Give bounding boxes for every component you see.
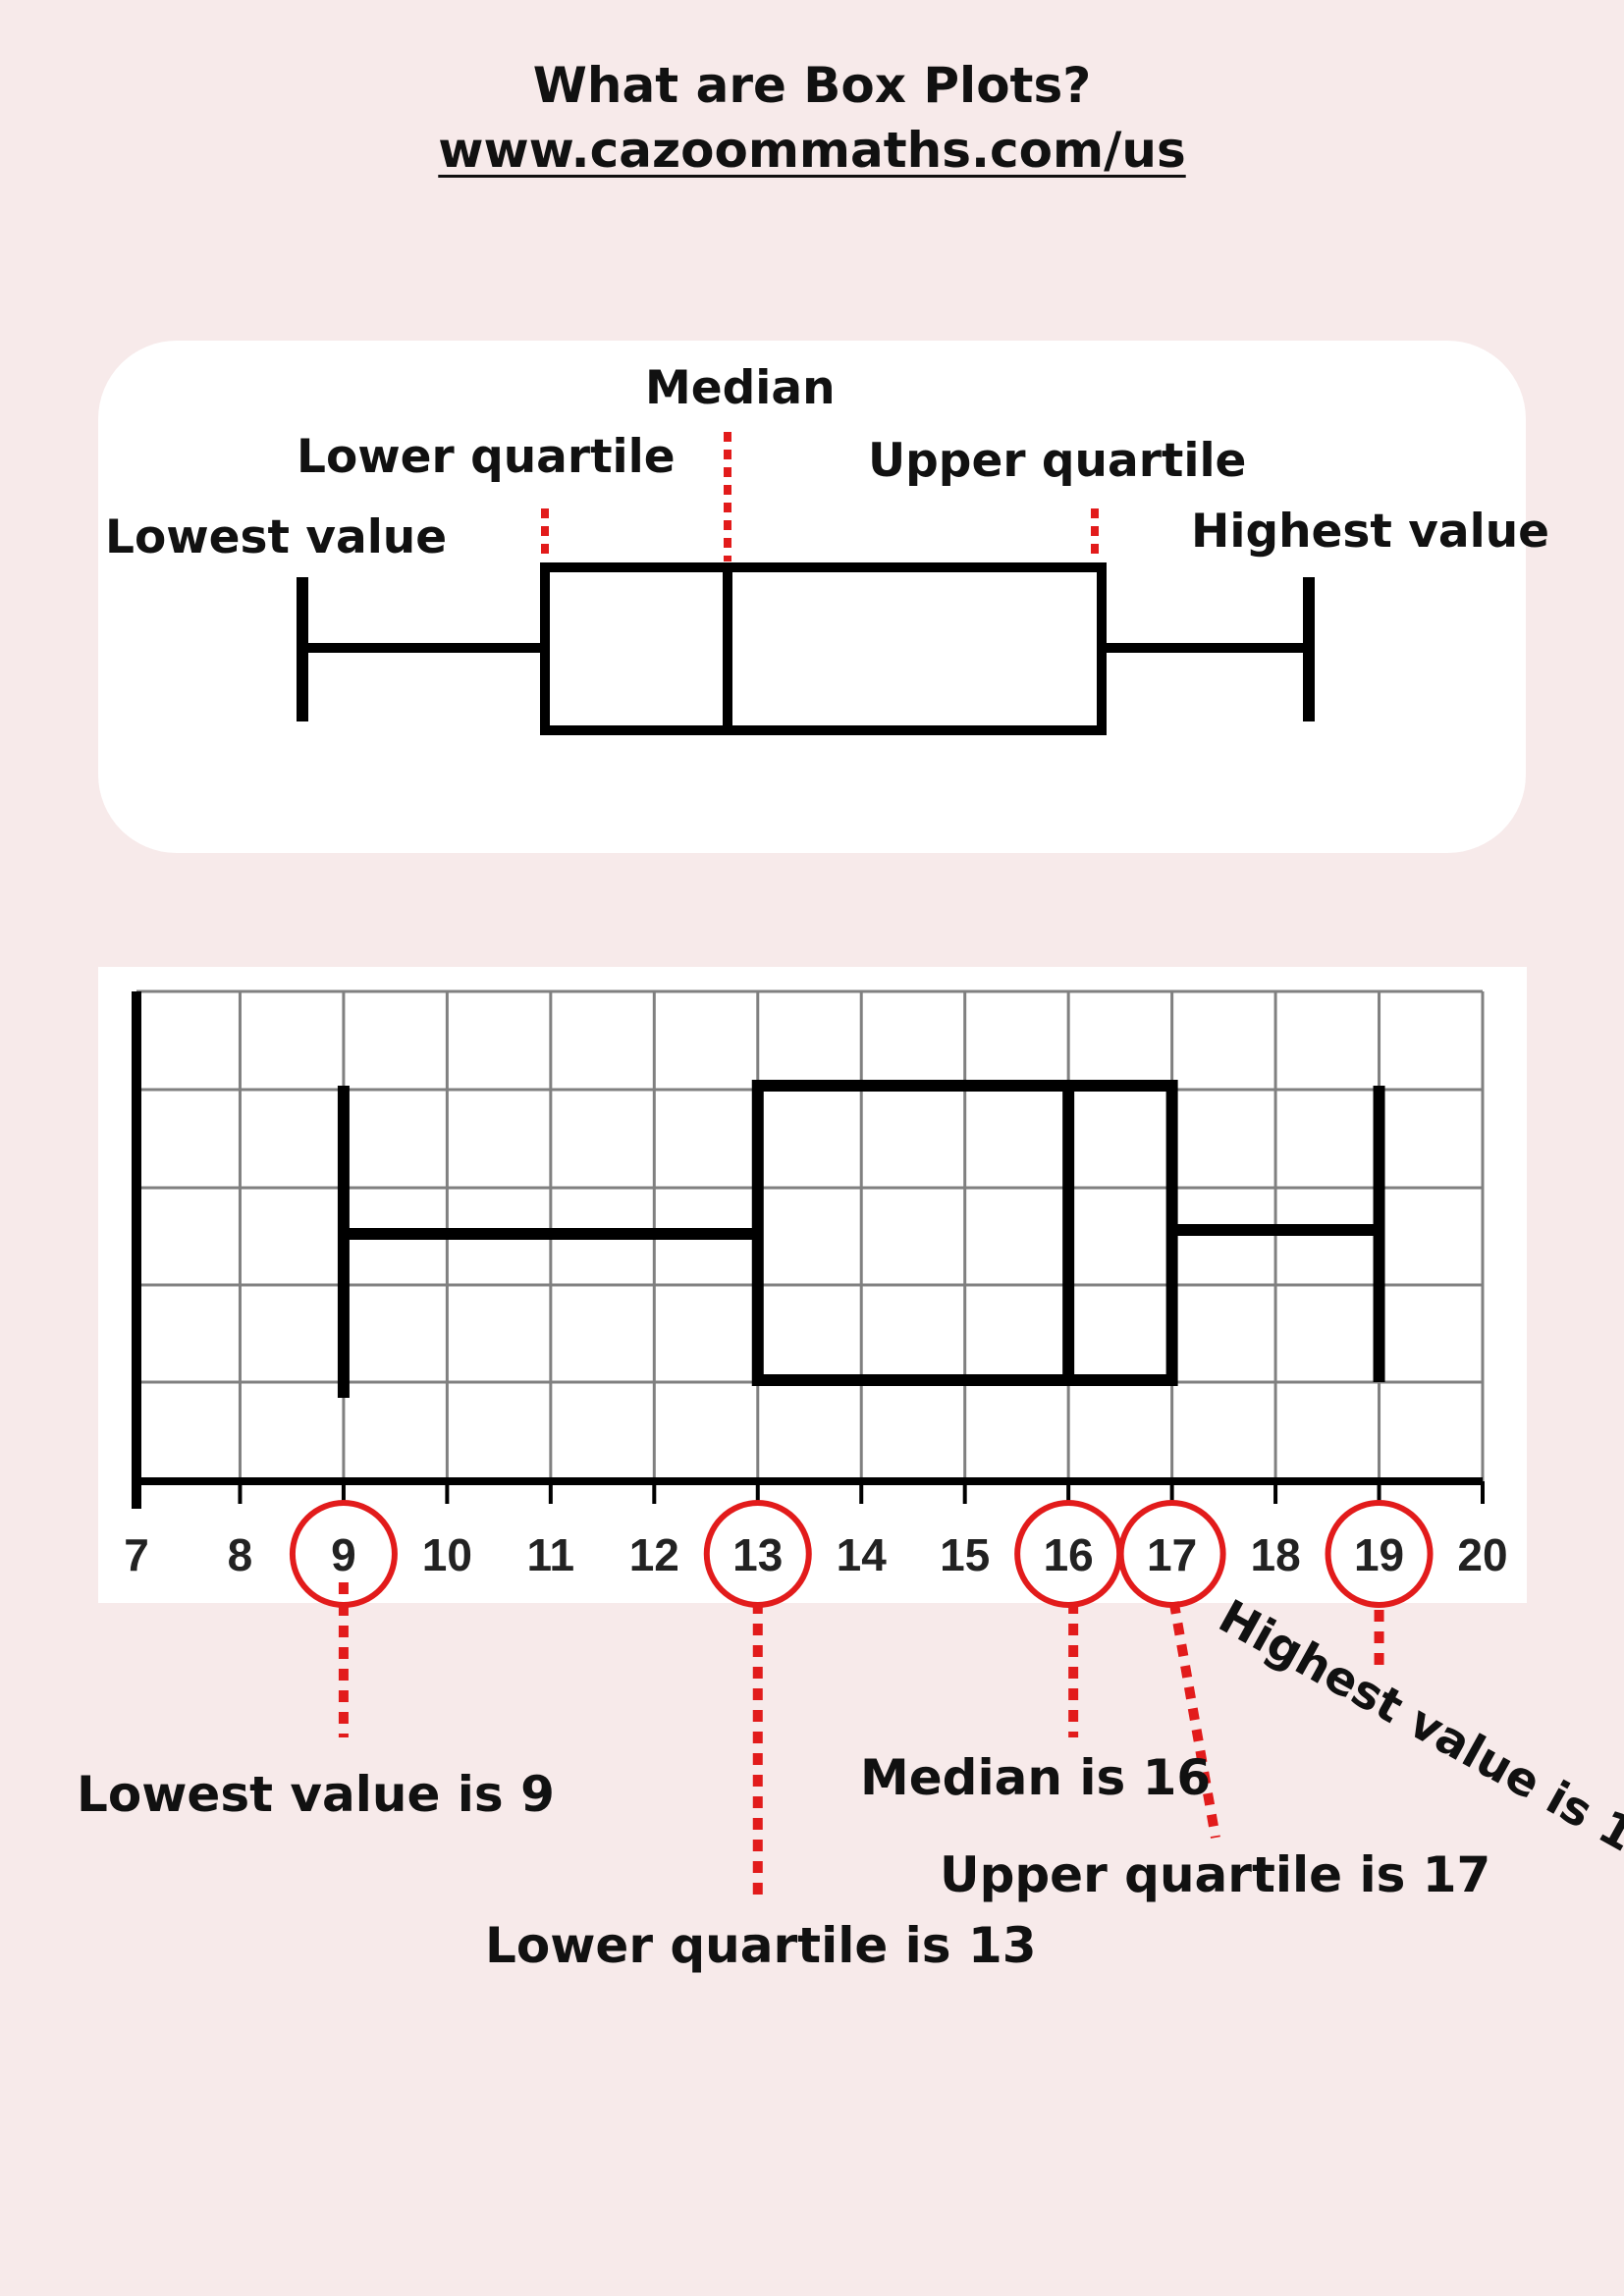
annotation-highest-value: Highest value is 19	[1210, 1589, 1624, 1878]
generic-box-plot: Lowest value Lower quartile Median Upper…	[105, 361, 1549, 735]
annotation-lowest-value: Lowest value is 9	[77, 1766, 555, 1823]
label-median: Median	[645, 361, 836, 415]
label-lowest-value: Lowest value	[105, 510, 447, 564]
x-tick-label: 18	[1250, 1529, 1300, 1580]
upper-quartile-pointer	[1168, 1601, 1220, 1839]
annotation-median: Median is 16	[860, 1749, 1211, 1806]
chart-x-ticks: 7 8 9 10 11 12 13 14 15 16 17 18 19 20	[124, 1529, 1507, 1580]
annotation-upper-quartile: Upper quartile is 17	[940, 1846, 1490, 1903]
x-tick-label: 11	[527, 1529, 575, 1580]
x-tick-label: 16	[1044, 1529, 1094, 1580]
x-tick-label: 8	[228, 1529, 253, 1580]
x-tick-label: 12	[629, 1529, 679, 1580]
label-upper-quartile: Upper quartile	[868, 434, 1246, 488]
x-tick-label: 20	[1457, 1529, 1507, 1580]
website-link[interactable]: www.cazoommaths.com/us	[438, 122, 1186, 179]
annotation-lower-quartile: Lower quartile is 13	[485, 1917, 1037, 1974]
x-tick-label: 17	[1147, 1529, 1197, 1580]
page-title: What are Box Plots?	[532, 57, 1092, 114]
diagram-card	[98, 341, 1526, 853]
x-tick-label: 19	[1354, 1529, 1404, 1580]
x-tick-label: 13	[732, 1529, 783, 1580]
diagram-box	[540, 562, 1107, 735]
x-tick-label: 9	[331, 1529, 356, 1580]
x-tick-label: 10	[422, 1529, 472, 1580]
chart-grid	[132, 989, 1485, 1509]
x-tick-label: 15	[940, 1529, 990, 1580]
label-lower-quartile: Lower quartile	[297, 430, 676, 484]
chart-box-plot	[337, 1080, 1385, 1398]
chart-annotation-pointers	[338, 1582, 1384, 1899]
x-tick-label: 14	[837, 1529, 888, 1580]
value-circle	[1325, 1500, 1434, 1608]
label-highest-value: Highest value	[1191, 505, 1549, 559]
x-tick-label: 7	[124, 1529, 149, 1580]
